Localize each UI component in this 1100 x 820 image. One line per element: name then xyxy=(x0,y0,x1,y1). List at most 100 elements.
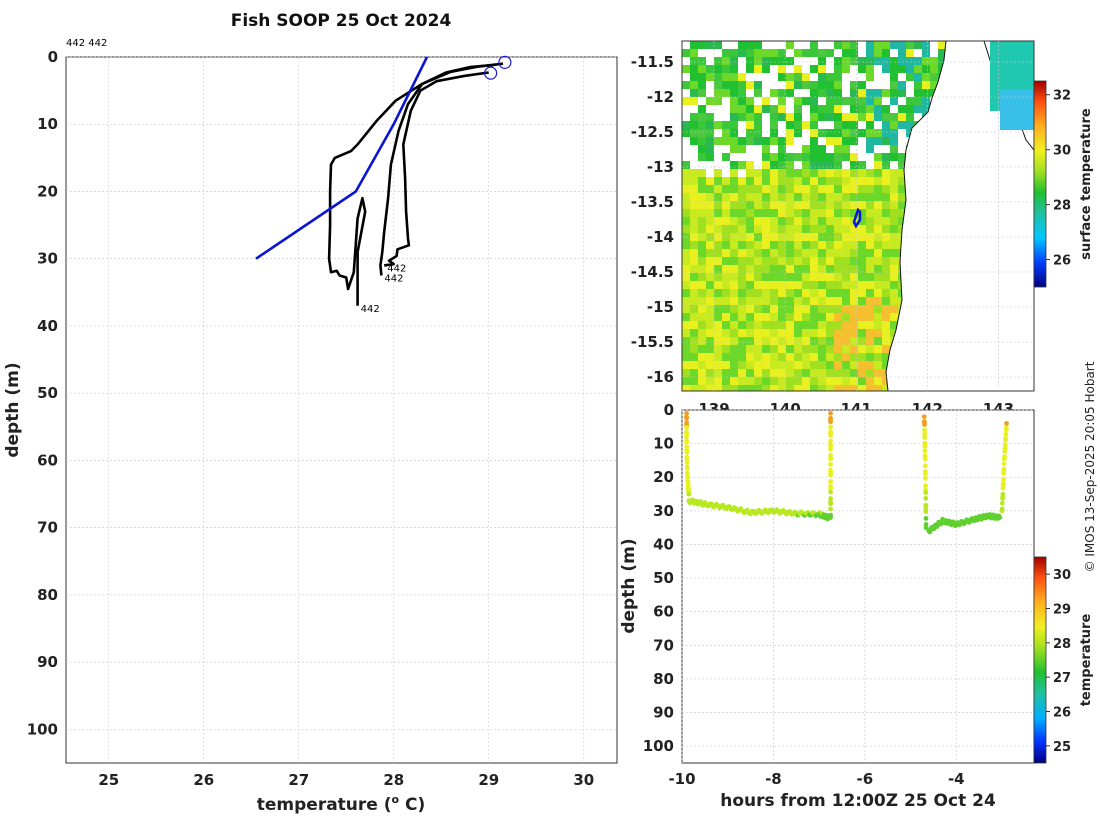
sst-cell xyxy=(818,57,826,65)
sst-cell xyxy=(730,241,738,249)
sst-cell xyxy=(842,337,850,345)
sst-cell xyxy=(714,385,722,391)
sst-cell xyxy=(746,329,754,337)
sst-cell xyxy=(826,353,834,361)
sst-cell xyxy=(730,297,738,305)
sst-cell xyxy=(762,225,770,233)
sst-cell xyxy=(698,137,706,145)
sst-cell xyxy=(778,385,786,391)
sst-cell xyxy=(834,289,842,297)
sst-cell xyxy=(738,105,746,113)
sst-cell xyxy=(762,121,770,129)
sst-cell xyxy=(746,57,754,65)
sst-cell xyxy=(722,209,730,217)
sst-cell xyxy=(690,177,698,185)
sst-cell xyxy=(690,145,698,153)
sst-cell xyxy=(682,153,690,161)
dt-point xyxy=(999,506,1005,512)
sst-cell xyxy=(850,65,858,73)
sst-cell xyxy=(682,249,690,257)
sst-cell xyxy=(770,241,778,249)
dt-point xyxy=(828,483,833,489)
sst-cell xyxy=(826,289,834,297)
depth-time-y-ticks: 0 10 20 30 40 50 60 70 80 90 100 xyxy=(643,401,674,755)
map-y-tick-label: -12.5 xyxy=(631,123,674,141)
sst-cell xyxy=(802,169,810,177)
sst-cell xyxy=(866,129,874,137)
sst-cell xyxy=(890,297,898,305)
sst-cell xyxy=(842,265,850,273)
sst-cell xyxy=(682,57,690,65)
sst-cell xyxy=(770,105,778,113)
sst-cell xyxy=(882,385,890,391)
sst-cell xyxy=(850,49,858,57)
sst-cell xyxy=(738,225,746,233)
sst-cell xyxy=(698,89,706,97)
series-climatology xyxy=(255,56,429,260)
sst-cell xyxy=(866,265,874,273)
dt-point xyxy=(1002,454,1008,460)
sst-cell xyxy=(826,361,834,369)
sst-cell xyxy=(738,281,746,289)
sst-cell xyxy=(922,89,930,97)
sst-cell xyxy=(898,65,906,73)
sst-cell xyxy=(922,81,930,89)
sst-cell xyxy=(778,73,786,81)
sst-cell xyxy=(698,297,706,305)
sst-cell xyxy=(698,273,706,281)
sst-cell xyxy=(730,337,738,345)
sst-cell xyxy=(738,97,746,105)
sst-cell xyxy=(722,65,730,73)
sst-cell xyxy=(898,49,906,57)
sst-cell xyxy=(730,73,738,81)
sst-cell xyxy=(842,105,850,113)
sst-cell xyxy=(802,65,810,73)
sst-cell xyxy=(698,209,706,217)
sst-cell xyxy=(794,113,802,121)
sst-cell xyxy=(794,193,802,201)
sst-cell xyxy=(738,121,746,129)
sst-cell xyxy=(882,65,890,73)
sst-cell xyxy=(762,129,770,137)
sst-cell xyxy=(890,217,898,225)
sst-cell xyxy=(786,105,794,113)
sst-cell xyxy=(874,241,882,249)
ship-track xyxy=(852,207,862,229)
sst-cell xyxy=(874,185,882,193)
sst-cell xyxy=(778,153,786,161)
sst-cell xyxy=(722,121,730,129)
sst-cell xyxy=(770,305,778,313)
sst-cell xyxy=(786,113,794,121)
sst-cell xyxy=(746,257,754,265)
sst-cell xyxy=(730,153,738,161)
sst-cell xyxy=(818,209,826,217)
y-tick-label: 0 xyxy=(48,48,58,66)
sst-cell xyxy=(898,209,906,217)
sst-cell xyxy=(794,353,802,361)
sst-cell xyxy=(906,73,914,81)
sst-cell xyxy=(714,313,722,321)
sst-cell xyxy=(706,41,714,49)
sst-cell xyxy=(770,249,778,257)
sst-cell xyxy=(746,345,754,353)
sst-cell xyxy=(698,337,706,345)
sst-cell xyxy=(738,49,746,57)
sst-cell xyxy=(706,161,714,169)
sst-cell xyxy=(706,185,714,193)
sst-cell xyxy=(882,169,890,177)
sst-cell xyxy=(786,257,794,265)
sst-cell xyxy=(882,377,890,385)
sst-cell xyxy=(794,305,802,313)
sst-cell xyxy=(730,185,738,193)
sst-cell xyxy=(866,337,874,345)
sst-cell xyxy=(690,57,698,65)
sst-cell xyxy=(834,41,842,49)
sst-cell xyxy=(722,321,730,329)
sst-cell xyxy=(690,281,698,289)
sst-cell xyxy=(762,305,770,313)
sst-cell xyxy=(818,113,826,121)
sst-cell xyxy=(874,169,882,177)
sst-cell xyxy=(890,97,898,105)
sst-cell xyxy=(706,281,714,289)
